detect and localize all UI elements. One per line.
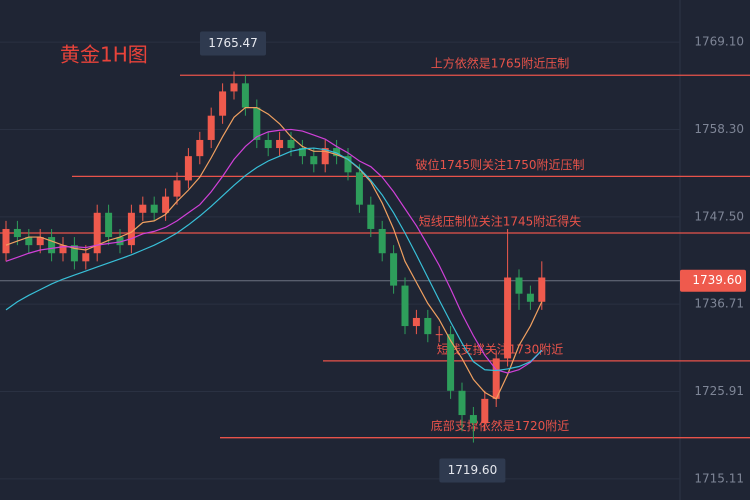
candle-body: [412, 317, 420, 327]
candle-body: [424, 317, 432, 335]
y-tick-label: 1725.91: [694, 384, 744, 398]
candle-body: [70, 245, 78, 262]
candle-body: [59, 245, 67, 254]
candle-body: [469, 415, 477, 424]
candle-body: [127, 212, 135, 246]
candle-body: [105, 212, 113, 238]
candle-body: [219, 91, 227, 116]
y-tick-label: 1769.10: [694, 35, 744, 49]
y-tick-label: 1758.30: [694, 122, 744, 136]
candle-body: [515, 277, 523, 294]
level-label: 破位1745则关注1750附近压制: [415, 157, 584, 172]
candle-body: [184, 156, 192, 181]
candle-body: [139, 204, 147, 213]
candle-body: [264, 139, 272, 149]
level-label: 底部支撑依然是1720附近: [431, 418, 570, 433]
candle-body: [321, 148, 329, 165]
candle-body: [333, 148, 341, 157]
moving-average: [5, 147, 543, 372]
candle-body: [390, 253, 398, 286]
candle-body: [116, 237, 124, 246]
candle-body: [447, 334, 455, 391]
candle-body: [276, 139, 284, 149]
candle-body: [207, 115, 215, 140]
y-tick-label: 1747.50: [694, 209, 744, 223]
candle-body: [435, 334, 443, 336]
candle-body: [298, 148, 306, 157]
candle-body: [481, 398, 489, 424]
candle-body: [253, 107, 261, 140]
candle-body: [538, 277, 546, 302]
high-marker-label: 1765.47: [208, 36, 258, 50]
chart-title: 黄金1H图: [60, 43, 148, 67]
candle-body: [36, 237, 44, 246]
candle-body: [367, 204, 375, 229]
y-tick-label: 1715.11: [694, 471, 744, 485]
candle-body: [150, 204, 158, 213]
level-label: 上方依然是1765附近压制: [431, 56, 570, 71]
current-price-label: 1739.60: [692, 273, 742, 287]
current-price-box: [680, 269, 746, 292]
candle-body: [162, 196, 170, 213]
candle-body: [93, 212, 101, 254]
moving-average: [5, 128, 543, 374]
candle-body: [287, 139, 295, 149]
candle-body: [526, 293, 534, 302]
y-tick-label: 1736.71: [694, 297, 744, 311]
candle-body: [13, 228, 21, 238]
candle-body: [230, 83, 238, 92]
candle-body: [355, 172, 363, 205]
candle-body: [48, 237, 56, 254]
candle-body: [82, 253, 90, 262]
candle-body: [401, 285, 409, 327]
low-marker-label: 1719.60: [448, 463, 498, 477]
candle-body: [2, 228, 10, 254]
candle-body: [504, 277, 512, 359]
low-marker-box: [439, 458, 506, 483]
high-marker-box: [200, 31, 266, 56]
candle-body: [344, 156, 352, 173]
candle-body: [458, 390, 466, 416]
candle-body: [310, 156, 318, 165]
candle-body: [25, 237, 33, 246]
candle-body: [378, 228, 386, 254]
candle-body: [492, 358, 500, 399]
candle-body: [196, 139, 204, 157]
level-label: 短线压制位关注1745附近得失: [419, 214, 582, 229]
candle-body: [241, 83, 249, 108]
candle-body: [173, 180, 181, 197]
